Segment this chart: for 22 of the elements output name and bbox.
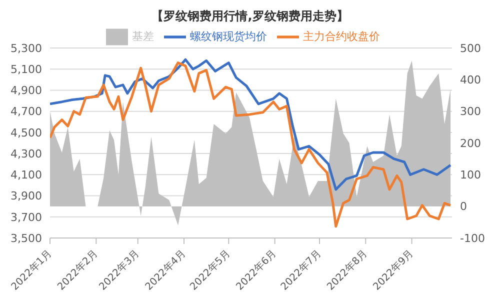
y-tick-label: 3,500 [10,232,42,245]
y-tick-label: 4,900 [10,84,42,98]
y2-tick-label: 0 [460,200,467,214]
chart-title: 【罗纹钢费用行情,罗纹钢费用走势】 [150,8,350,24]
y-tick-label: 5,300 [10,42,42,55]
y2-tick-label: 500 [460,42,481,55]
line-series [50,58,452,191]
y-tick-label: 3,900 [10,190,42,203]
y-tick-label: 4,700 [10,105,42,118]
legend-label: 基差 [132,30,154,44]
y-tick-label: 3,700 [10,210,42,224]
y-tick-label: 4,100 [10,168,42,182]
y2-tick-label: 300 [460,105,481,118]
y2-tick-label: 400 [460,74,481,87]
y2-tick-label: -100 [460,232,485,245]
y2-tick-label: 100 [460,168,481,182]
y-tick-label: 4,500 [10,126,42,140]
legend-label: 螺纹钢现货均价 [190,30,267,44]
y2-tick-label: 200 [460,136,481,150]
y-tick-label: 5,100 [10,63,42,76]
legend-label: 主力合约收盘价 [303,30,380,44]
y-tick-label: 4,300 [10,147,42,160]
